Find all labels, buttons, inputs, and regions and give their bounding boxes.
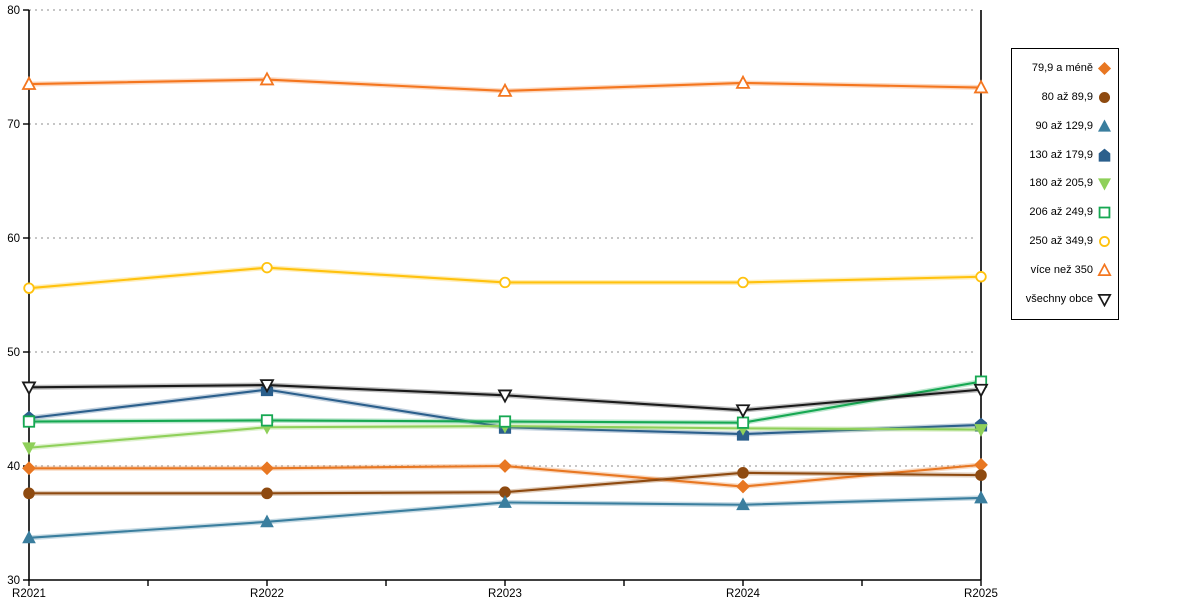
data-point-marker <box>1098 91 1111 103</box>
diamond-marker-icon <box>1097 61 1112 75</box>
triangle-down-marker-icon <box>1098 178 1111 191</box>
data-point-marker <box>1098 119 1111 132</box>
data-point-marker <box>974 490 988 504</box>
line-chart: 30 40 50 60 70 80 R2021 R2022 R2023 R2024 R2025 <box>7 5 998 600</box>
y-tick-label: 30 <box>7 575 20 587</box>
data-point-marker <box>498 459 512 473</box>
legend-item-label: více než 350 <box>1030 264 1093 277</box>
chart-legend: 79,9 a méně 80 až 89,9 90 až 129,9 130 až 1… <box>1011 48 1119 320</box>
data-point-marker <box>260 461 274 476</box>
series-7 <box>23 261 987 294</box>
data-point-marker <box>975 469 987 481</box>
data-point-marker <box>498 495 512 508</box>
data-point-marker <box>1098 148 1111 162</box>
y-tick-label: 70 <box>7 119 20 131</box>
x-tick-label: R2023 <box>488 588 522 600</box>
data-point-marker <box>261 261 273 274</box>
legend-item: 79,9 a méně <box>1016 61 1112 76</box>
data-point-marker <box>259 71 275 86</box>
legend-item: 180 až 205,9 <box>1016 176 1112 191</box>
data-point-marker <box>497 82 513 97</box>
data-point-marker <box>1097 61 1112 75</box>
data-point-marker <box>23 282 35 294</box>
legend-item-label: 130 až 179,9 <box>1029 148 1093 161</box>
data-point-marker <box>21 381 37 396</box>
legend-item-label: 90 až 129,9 <box>1035 119 1094 132</box>
data-point-marker <box>499 276 511 289</box>
data-point-marker <box>260 514 274 528</box>
y-tick-label: 50 <box>7 347 20 359</box>
data-point-marker <box>736 479 750 494</box>
legend-item: všechny obce <box>1016 292 1112 307</box>
y-tick-label: 60 <box>7 233 20 245</box>
series-8 <box>21 71 989 97</box>
data-point-marker <box>735 74 751 89</box>
x-tick-label: R2024 <box>726 588 760 600</box>
legend-item-label: 180 až 205,9 <box>1029 177 1093 190</box>
data-point-marker <box>736 416 750 429</box>
data-point-marker <box>1098 178 1111 191</box>
data-point-marker <box>22 530 36 544</box>
y-tick-label: 80 <box>7 5 20 17</box>
data-point-marker <box>498 415 512 428</box>
data-point-marker <box>22 415 36 428</box>
y-tick-label: 40 <box>7 461 20 473</box>
data-point-marker <box>22 442 36 456</box>
legend-item-label: všechny obce <box>1025 292 1093 305</box>
series-2 <box>23 467 987 500</box>
triangle-up-marker-icon <box>1098 119 1111 132</box>
data-point-marker <box>736 497 750 511</box>
legend-item-label: 80 až 89,9 <box>1041 90 1093 103</box>
legend-item: 130 až 179,9 <box>1016 148 1112 163</box>
x-tick-label: R2021 <box>12 588 46 600</box>
legend-item: 250 až 349,9 <box>1016 234 1112 249</box>
square-marker-icon <box>1098 206 1111 219</box>
data-point-marker <box>259 379 275 394</box>
data-point-marker <box>735 404 751 419</box>
triangle-down-marker-icon <box>1097 293 1112 307</box>
data-point-marker <box>261 487 273 500</box>
x-tick-label: R2022 <box>250 588 284 600</box>
data-point-marker <box>973 383 989 398</box>
data-point-marker <box>1098 206 1111 219</box>
legend-item: více než 350 <box>1016 263 1112 278</box>
data-point-marker <box>1097 263 1112 277</box>
data-point-marker <box>260 414 274 427</box>
legend-item-label: 206 až 249,9 <box>1029 206 1093 219</box>
data-point-marker <box>974 424 988 437</box>
data-point-marker <box>973 79 989 94</box>
data-point-marker <box>1097 293 1112 307</box>
chart-canvas: 30 40 50 60 70 80 R2021 R2022 R2023 R2024 R2025 <box>7 5 998 600</box>
data-point-marker <box>21 75 37 90</box>
data-point-marker <box>737 467 749 479</box>
triangle-up-marker-icon <box>1097 263 1112 277</box>
series-6 <box>22 375 988 429</box>
circle-marker-icon <box>1099 236 1110 248</box>
x-tick-label: R2025 <box>964 588 998 600</box>
data-point-marker <box>975 271 987 283</box>
series-3 <box>22 490 988 544</box>
legend-item: 80 až 89,9 <box>1016 90 1112 105</box>
data-point-marker <box>23 487 35 500</box>
data-point-marker <box>497 389 513 404</box>
data-point-marker <box>737 276 749 289</box>
series-9 <box>21 379 989 419</box>
pentagon-marker-icon <box>1098 148 1111 162</box>
legend-item-label: 79,9 a méně <box>1031 61 1093 74</box>
circle-marker-icon <box>1098 91 1111 103</box>
data-point-marker <box>22 461 36 476</box>
data-point-marker <box>1099 236 1110 248</box>
data-point-marker <box>974 457 988 472</box>
legend-item: 206 až 249,9 <box>1016 205 1112 220</box>
series-1 <box>22 457 988 494</box>
legend-item-label: 250 až 349,9 <box>1029 235 1093 248</box>
legend-item: 90 až 129,9 <box>1016 119 1112 134</box>
